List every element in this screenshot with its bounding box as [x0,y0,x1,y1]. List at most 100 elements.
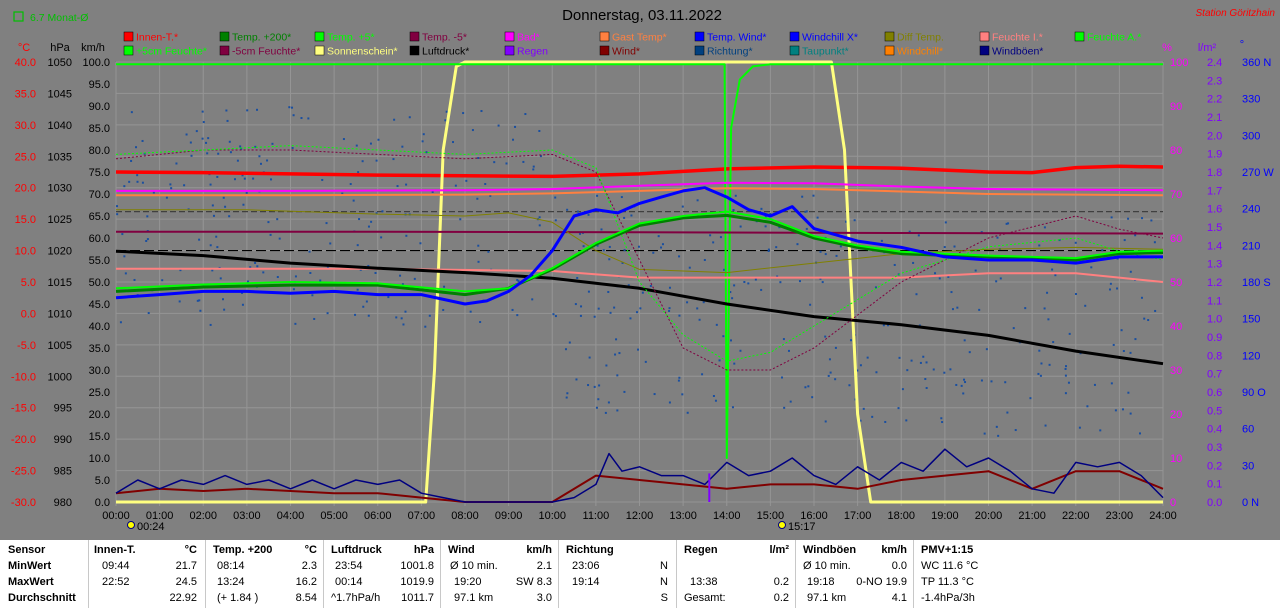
stats-wind-avg-note: 97.1 km [454,592,494,604]
direction-point [566,392,569,395]
direction-point [367,264,370,267]
direction-point [641,291,644,294]
legend-item[interactable]: Temp. Wind* [694,32,767,44]
direction-point [170,187,173,190]
stats-boeen-avg-value: 4.1 [891,592,907,604]
legend-item[interactable]: Feuchte I.* [979,32,1043,44]
direction-point [963,339,966,342]
legend-item[interactable]: Sonnenschein* [314,46,398,58]
legend-swatch [314,31,325,42]
legend-item[interactable]: Luftdruck* [409,46,469,58]
direction-point [454,184,457,187]
direction-point [910,359,913,362]
chart-grid [115,61,1164,506]
x-tick-label: 14:00 [713,510,741,522]
legend-item[interactable]: Regen [504,46,548,58]
direction-point [294,275,297,278]
direction-point [783,406,786,409]
legend-swatch [884,31,895,42]
direction-point [516,279,519,282]
legend-label: Richtung* [707,46,753,58]
legend-item[interactable]: Diff Temp. [884,31,944,44]
direction-point [871,415,874,418]
direction-point [807,385,810,388]
direction-point [326,266,329,269]
series-line [116,60,1163,504]
direction-point [968,351,971,354]
hpa-tick-label: 1010 [48,308,72,320]
direction-point [216,175,219,178]
rain-tick-label: 0.0 [1207,497,1222,509]
direction-point [1129,412,1132,415]
direction-point [341,192,344,195]
legend-item[interactable]: Temp. +200* [219,32,291,44]
legend-swatch [123,31,134,42]
stats-pmv-windchill: WC 11.6 °C [921,560,979,572]
direction-point [862,407,865,410]
legend-item[interactable]: Feuchte A.* [1074,32,1141,44]
direction-point [769,212,772,215]
direction-point [775,246,778,249]
direction-point [696,307,699,310]
direction-point [175,162,178,165]
direction-point [477,260,480,263]
direction-point [677,379,680,382]
monthly-avg-icon [13,11,24,22]
direction-point [983,432,986,435]
legend-swatch [884,45,895,56]
direction-point [217,152,220,155]
legend-item[interactable]: -5cm Feuchte* [219,46,300,58]
legend-item[interactable]: Taupunkt* [789,46,849,58]
direction-point [956,306,959,309]
direction-point [827,374,830,377]
percent-tick-label: 50 [1170,277,1182,289]
direction-point [712,241,715,244]
direction-point [947,275,950,278]
hpa-tick-label: 1015 [48,277,72,289]
stats-luftdruck-unit: hPa [413,544,434,556]
legend-swatch [789,31,800,42]
stats-innen-avg-value: 22.92 [169,592,197,604]
direction-point [198,238,201,241]
legend-item[interactable]: Windchill* [884,45,943,58]
stats-richtung-header: Richtung [566,544,614,556]
direction-point [402,323,405,326]
legend-item[interactable]: +5cm Feuchte* [123,46,207,58]
direction-point [459,218,462,221]
hpa-tick-label: 1040 [48,120,72,132]
stats-luftdruck-min-value: 1001.8 [400,560,434,572]
direction-point [1090,266,1093,269]
legend-item[interactable]: Innen-T.* [123,31,178,44]
direction-point [812,194,815,197]
direction-point [616,374,619,377]
direction-point [953,245,956,248]
kmh-tick-label: 25.0 [89,387,110,399]
direction-point [215,235,218,238]
legend-item[interactable]: Richtung* [694,46,753,58]
legend-item[interactable]: Windböen* [979,46,1043,58]
direction-point [190,154,193,157]
x-tick-label: 20:00 [975,510,1003,522]
legend-item[interactable]: Gast Temp* [599,32,667,44]
direction-point [243,177,246,180]
celsius-tick-label: -10.0 [11,371,36,383]
legend-item[interactable]: Temp. +5* [314,31,375,44]
direction-point [574,303,577,306]
direction-point [367,314,370,317]
legend-item[interactable]: Bad* [504,32,540,44]
rain-tick-label: 2.3 [1207,75,1222,87]
stats-sensor-header: Sensor [8,544,46,556]
kmh-tick-label: 0.0 [95,497,110,509]
direction-point [829,371,832,374]
direction-point [233,178,236,181]
legend-item[interactable]: Temp. -5* [409,32,467,44]
legend-label: Gast Temp* [612,32,667,44]
stats-innen-min-time: 09:44 [102,560,130,572]
legend-item[interactable]: Windchill X* [789,31,858,44]
x-tick-label: 12:00 [626,510,654,522]
rain-tick-label: 0.9 [1207,332,1222,344]
legend-item[interactable]: Wind* [599,46,640,58]
direction-point [980,379,983,382]
direction-point [1051,268,1054,271]
direction-point [917,234,920,237]
